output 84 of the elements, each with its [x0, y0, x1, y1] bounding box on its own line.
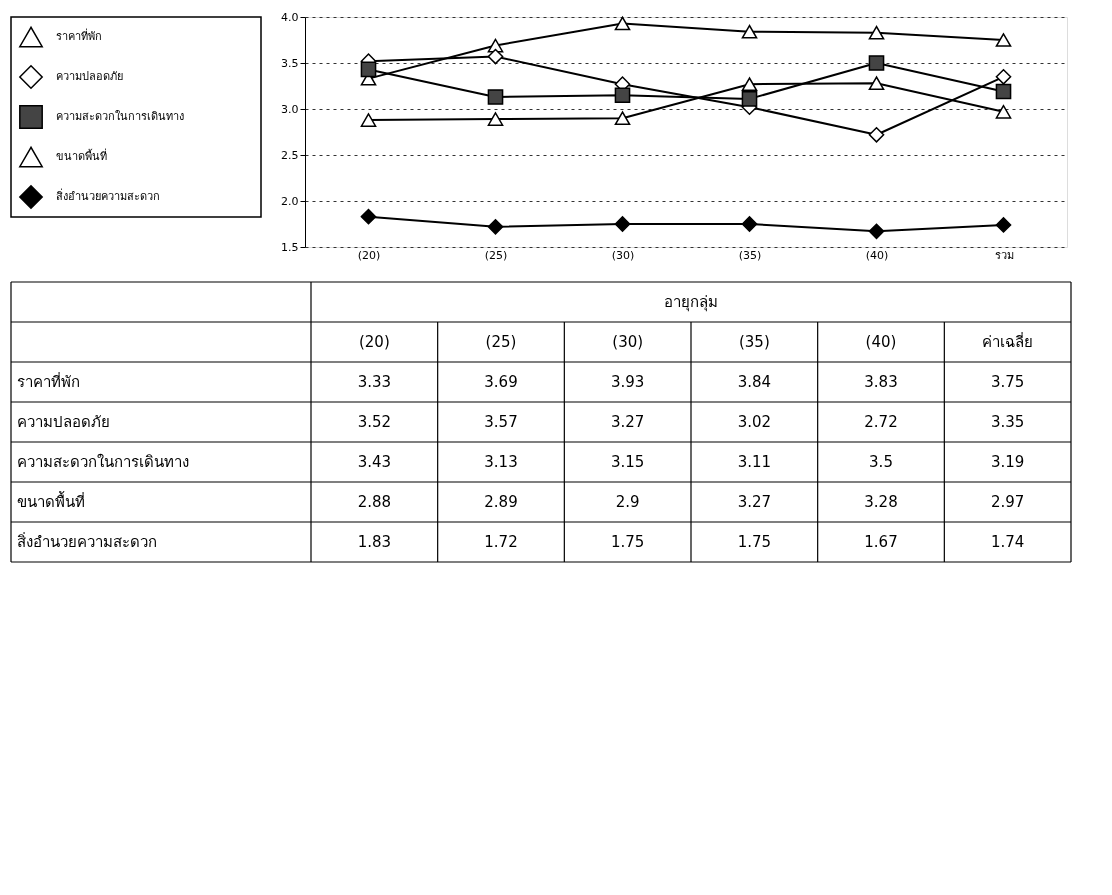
y-tick-label: 2.5 [281, 148, 299, 162]
data-label: 1.83 [357, 533, 392, 551]
data-label: 2.9 [615, 493, 640, 511]
data-label: 3.33 [357, 373, 392, 391]
y-tick-label: 3.5 [281, 56, 299, 70]
data-label: 3.15 [610, 453, 645, 471]
text: ความสะดวกในการเดินทาง [17, 453, 189, 471]
data-label: 3.28 [864, 493, 898, 511]
point [868, 25, 885, 40]
legend-label: ความปลอดภัย [56, 70, 123, 83]
data-label: 2.97 [990, 493, 1025, 511]
point [614, 16, 631, 31]
x-tick-label: (20) [357, 248, 381, 262]
point [741, 216, 758, 232]
data-label: 3.43 [357, 453, 392, 471]
text: ขนาดพื้นที่ [17, 493, 85, 511]
y-tick-label: 4.0 [281, 10, 299, 24]
data-label: 3.83 [864, 373, 898, 391]
x-tick-label: (35) [738, 248, 762, 262]
point [614, 111, 631, 126]
y-tick-label: 2.0 [281, 194, 299, 208]
data-label: 3.19 [990, 453, 1025, 471]
text: ค่าเฉลี่ย [982, 331, 1034, 351]
point [360, 61, 377, 78]
point [741, 77, 758, 92]
text: สิ่งอำนวยความสะดวก [17, 533, 157, 551]
point [995, 68, 1012, 85]
category-label: (35) [738, 333, 770, 351]
data-label: 2.72 [864, 413, 898, 431]
point [995, 83, 1012, 100]
point [487, 112, 504, 126]
data-label: 3.52 [357, 413, 392, 431]
point [741, 24, 758, 39]
y-tick-label: 1.5 [281, 240, 299, 254]
point [741, 91, 758, 107]
data-label: 3.27 [610, 413, 645, 431]
data-label: 1.74 [990, 533, 1025, 551]
x-tick-label: รวม [994, 248, 1014, 262]
point [995, 104, 1012, 119]
point [614, 216, 631, 232]
category-label: (30) [612, 333, 644, 351]
x-tick-label: (40) [865, 248, 889, 262]
data-label: 2.88 [357, 493, 392, 511]
data-label: 3.27 [737, 493, 772, 511]
point [868, 223, 885, 240]
data-label: 1.67 [864, 533, 898, 551]
data-label: 3.5 [869, 453, 893, 471]
point [487, 89, 504, 105]
data-label: 1.75 [610, 533, 645, 551]
data-label: 1.75 [737, 533, 772, 551]
point [995, 217, 1012, 233]
category-label: (25) [485, 333, 517, 351]
y-tick-label: 3.0 [281, 102, 299, 116]
point [487, 48, 504, 65]
point [614, 87, 631, 104]
point [360, 208, 377, 225]
x-tick-label: (25) [484, 248, 508, 262]
point [868, 126, 885, 143]
point [868, 55, 885, 71]
legend-label: สิ่งอำนวยความสะดวก [56, 188, 160, 203]
point [360, 113, 377, 127]
text: ราคาที่พัก [17, 373, 80, 391]
legend-label: ความสะดวกในการเดินทาง [56, 110, 184, 123]
data-label: 3.93 [610, 373, 645, 391]
x-tick-label: (30) [611, 248, 635, 262]
point [487, 218, 504, 235]
data-label: 3.35 [990, 413, 1025, 431]
data-label: 1.72 [484, 533, 518, 551]
legend-label: ขนาดพื้นที่ [56, 148, 107, 163]
text: อายุกลุ่ม [664, 293, 718, 312]
data-label: 3.57 [484, 413, 518, 431]
data-label: 3.69 [484, 373, 518, 391]
category-label: (40) [865, 333, 897, 351]
category-label: (20) [358, 333, 390, 351]
data-label: 3.13 [484, 453, 518, 471]
data-label: 3.11 [737, 453, 772, 471]
point [868, 76, 885, 91]
data-label: 2.89 [484, 493, 518, 511]
text: ความปลอดภัย [17, 413, 110, 431]
point [995, 33, 1012, 47]
legend-label: ราคาที่พัก [56, 28, 102, 43]
data-label: 3.84 [737, 373, 772, 391]
data-label: 3.75 [990, 373, 1025, 391]
data-label: 3.02 [737, 413, 772, 431]
